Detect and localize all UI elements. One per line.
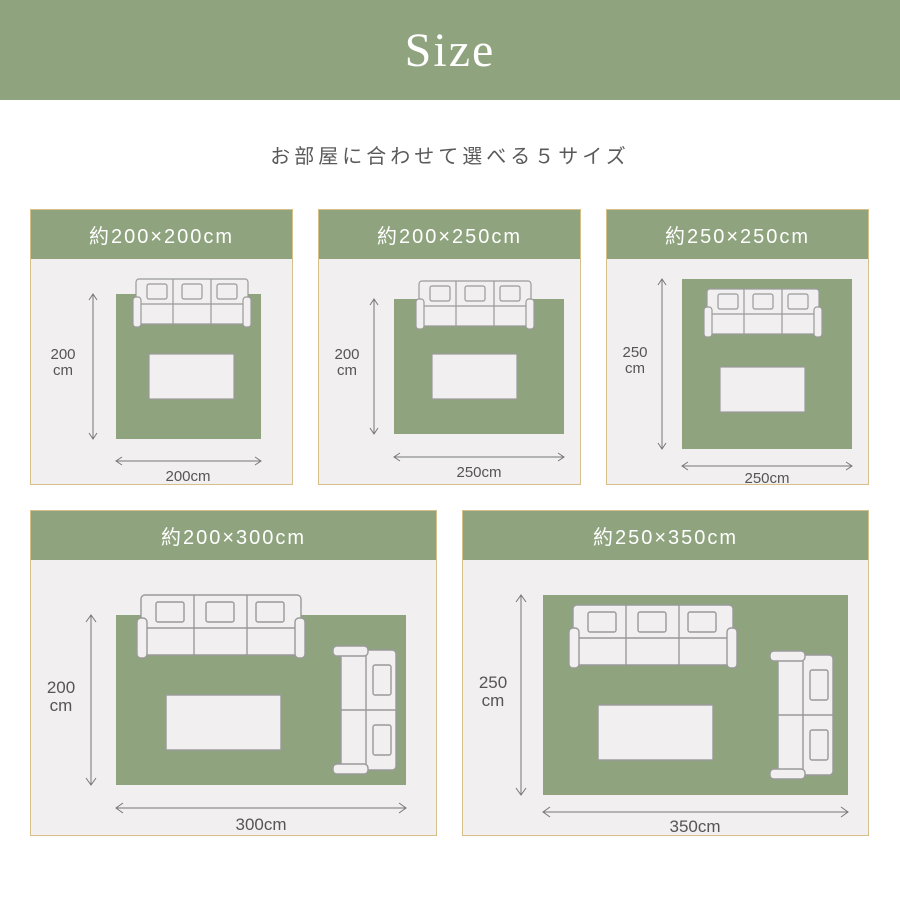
dim-vertical: [516, 595, 526, 795]
size-diagram: 200cm 300cm: [31, 560, 436, 835]
dim-h-label: 200cm: [50, 346, 75, 379]
diagram-svg: 200cm 200cm: [31, 259, 292, 484]
table-icon: [166, 695, 281, 750]
size-card-200x250: 約200×250cm: [318, 209, 581, 485]
dim-horizontal: [394, 453, 564, 461]
table-icon: [598, 705, 713, 760]
diagram-svg: 250cm 350cm: [463, 560, 868, 835]
row-2: 約200×300cm: [30, 510, 870, 836]
dim-h-label: 250cm: [622, 344, 647, 377]
couch-icon: [416, 281, 534, 329]
size-card-label: 約250×350cm: [463, 511, 868, 560]
size-card-200x200: 約200×200cm: [30, 209, 293, 485]
couch-icon: [137, 595, 305, 658]
dim-vertical: [658, 279, 666, 449]
side-couch-icon: [770, 651, 833, 779]
size-grid: 約200×200cm: [0, 209, 900, 836]
dim-h-label: 200cm: [47, 678, 75, 715]
dim-vertical: [370, 299, 378, 434]
size-diagram: 250cm 350cm: [463, 560, 868, 835]
row-1: 約200×200cm: [30, 209, 870, 485]
size-card-label: 約200×300cm: [31, 511, 436, 560]
banner-title: Size: [405, 23, 496, 78]
size-card-200x300: 約200×300cm: [30, 510, 437, 836]
size-card-250x250: 約250×250cm: [606, 209, 869, 485]
dim-h-label: 250cm: [479, 673, 507, 710]
dim-vertical: [89, 294, 97, 439]
dim-w-label: 250cm: [744, 470, 789, 484]
couch-icon: [704, 289, 822, 337]
dim-horizontal: [543, 807, 848, 817]
couch-icon: [133, 279, 251, 327]
dim-w-label: 350cm: [669, 817, 720, 835]
diagram-svg: 250cm 250cm: [607, 259, 868, 484]
table-icon: [432, 354, 517, 399]
subtitle: お部屋に合わせて選べる５サイズ: [0, 140, 900, 169]
size-card-label: 約200×250cm: [319, 210, 580, 259]
dim-horizontal: [116, 803, 406, 813]
dim-w-label: 300cm: [235, 815, 286, 834]
size-diagram: 200cm 200cm: [31, 259, 292, 484]
size-diagram: 200cm 250cm: [319, 259, 580, 484]
dim-h-label: 200cm: [334, 346, 359, 379]
dim-horizontal: [116, 457, 261, 465]
diagram-svg: 200cm 250cm: [319, 259, 580, 484]
dim-w-label: 250cm: [456, 464, 501, 481]
size-card-250x350: 約250×350cm: [462, 510, 869, 836]
table-icon: [149, 354, 234, 399]
dim-vertical: [86, 615, 96, 785]
size-card-label: 約250×250cm: [607, 210, 868, 259]
dim-w-label: 200cm: [165, 468, 210, 484]
diagram-svg: 200cm 300cm: [31, 560, 436, 835]
table-icon: [720, 367, 805, 412]
size-diagram: 250cm 250cm: [607, 259, 868, 484]
side-couch-icon: [333, 646, 396, 774]
couch-icon: [569, 605, 737, 668]
size-banner: Size: [0, 0, 900, 100]
dim-horizontal: [682, 462, 852, 470]
size-card-label: 約200×200cm: [31, 210, 292, 259]
